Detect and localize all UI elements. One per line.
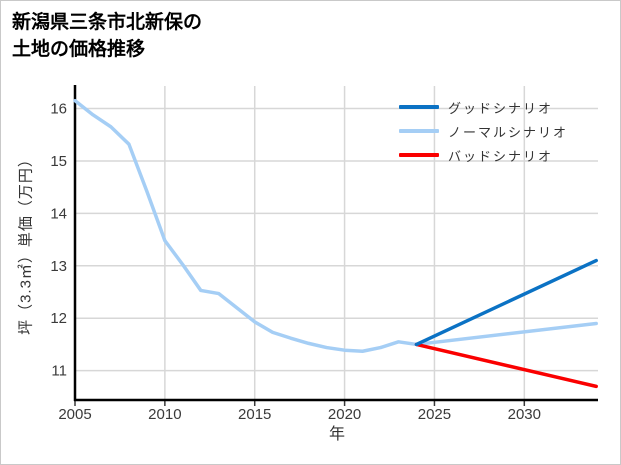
x-axis-label: 年	[328, 426, 346, 443]
chart-legend: グッドシナリオ ノーマルシナリオ バッドシナリオ	[399, 95, 568, 167]
x-tick-label: 2030	[508, 406, 541, 423]
legend-label-bad-scenario: バッドシナリオ	[448, 148, 554, 164]
legend-item-normal-scenario: ノーマルシナリオ	[399, 119, 568, 143]
legend-item-bad-scenario: バッドシナリオ	[399, 143, 568, 167]
legend-swatch-good-scenario	[399, 105, 439, 109]
legend-label-good-scenario: グッドシナリオ	[448, 100, 554, 116]
y-axis-label: 坪（3.3㎡）単価（万円）	[17, 151, 35, 335]
y-tick-label: 13	[50, 258, 67, 275]
x-tick-label: 2015	[238, 406, 271, 423]
legend-label-normal-scenario: ノーマルシナリオ	[448, 124, 569, 140]
x-tick-label: 2005	[58, 406, 91, 423]
x-tick-label: 2025	[418, 406, 451, 423]
y-tick-label: 14	[50, 205, 67, 222]
series-line-bad-scenario	[414, 342, 598, 389]
legend-swatch-normal-scenario	[399, 129, 439, 133]
chart-title: 新潟県三条市北新保の 土地の価格推移	[12, 9, 202, 63]
x-tick-label: 2020	[328, 406, 361, 423]
series-line-normal-scenario	[73, 98, 598, 353]
y-tick-label: 11	[51, 363, 67, 380]
x-tick-label: 2010	[148, 406, 181, 423]
chart-title-line1: 新潟県三条市北新保の	[12, 12, 203, 33]
y-tick-label: 12	[50, 310, 67, 327]
legend-item-good-scenario: グッドシナリオ	[399, 95, 568, 119]
y-tick-label: 15	[50, 153, 67, 170]
series-line-good-scenario	[414, 258, 598, 347]
legend-swatch-bad-scenario	[399, 153, 439, 157]
chart-title-line2: 土地の価格推移	[12, 39, 146, 60]
y-tick-label: 16	[50, 101, 67, 118]
